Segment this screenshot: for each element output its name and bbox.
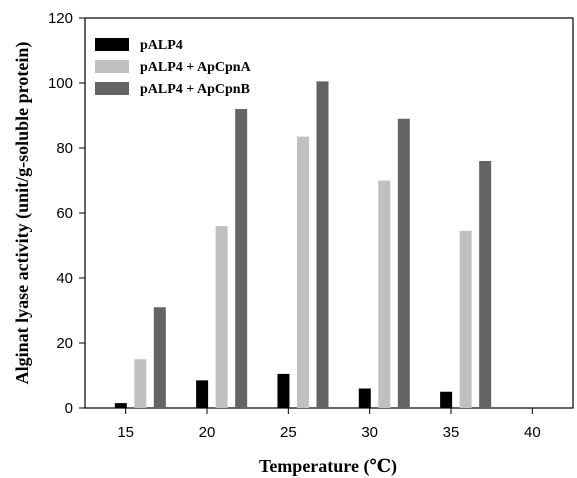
legend-label: pALP4 + ApCpnB [140,82,250,97]
x-tick-label: 30 [361,424,378,441]
bars [114,81,492,408]
bar-series-2-25 [296,136,309,408]
bar-series-3-25 [316,81,329,408]
y-tick-label: 40 [56,270,73,287]
bar-series-1-30 [358,388,371,408]
y-tick-label: 20 [56,335,73,352]
legend: pALP4 pALP4 + ApCpnA pALP4 + ApCpnB [95,38,252,97]
y-axis-title: Alginat lyase activity (unit/g-soluble p… [12,42,33,385]
legend-swatch [95,38,129,51]
y-tick-label: 80 [56,140,73,157]
x-tick-label: 40 [524,424,541,441]
y-tick-label: 60 [56,205,73,222]
bar-series-2-20 [215,226,228,408]
y-tick-label: 100 [48,75,73,92]
bar-series-3-30 [397,118,410,408]
bar-series-2-15 [134,359,147,408]
x-tick-label: 25 [280,424,297,441]
y-tick-label: 120 [48,10,73,27]
bar-series-1-35 [440,391,453,408]
y-axis: 0 20 40 60 80 100 120 [48,10,85,417]
legend-label: pALP4 [140,38,183,53]
bar-series-1-15 [114,403,127,408]
bar-series-3-20 [235,109,248,408]
x-tick-label: 35 [443,424,460,441]
bar-series-3-35 [479,161,492,408]
legend-label: pALP4 + ApCpnA [140,60,252,75]
legend-swatch [95,60,129,73]
bar-series-1-20 [196,380,209,408]
bar-series-2-35 [459,230,472,408]
bar-series-3-15 [153,307,166,408]
x-tick-label: 20 [199,424,216,441]
x-axis-title: Temperature (℃) [259,456,397,477]
bar-series-1-25 [277,373,290,408]
y-tick-label: 0 [65,400,73,417]
x-tick-label: 15 [117,424,134,441]
legend-swatch [95,82,129,95]
bar-series-2-30 [378,180,391,408]
x-axis: 15 20 25 30 35 40 [117,408,541,441]
